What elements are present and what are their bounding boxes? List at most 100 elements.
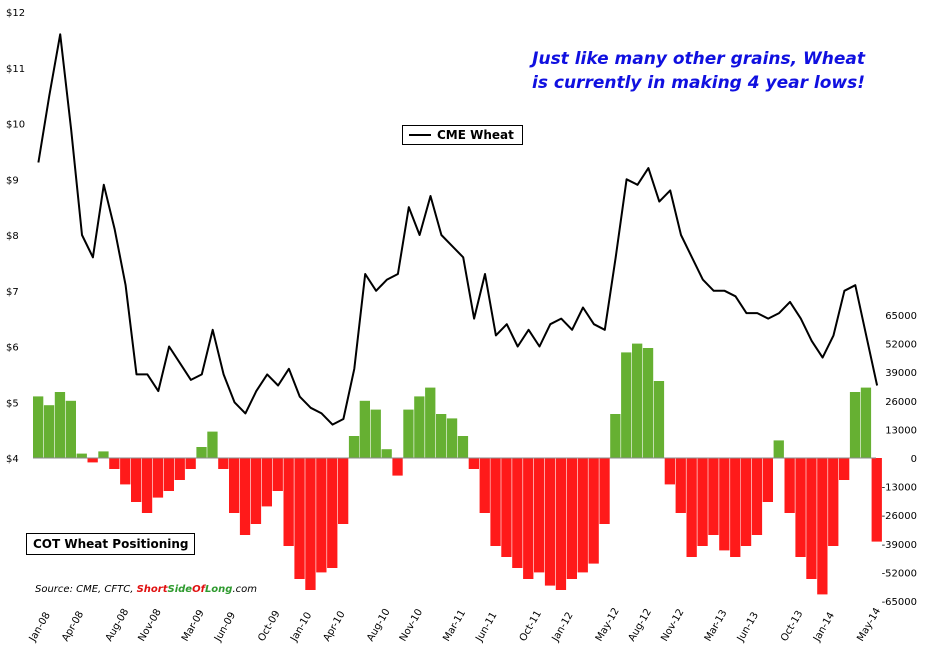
left-tick-label: $4 <box>6 454 19 465</box>
cot-bar <box>414 396 425 458</box>
annotation-line-2: is currently in making 4 year lows! <box>532 73 865 93</box>
cot-bar <box>555 458 567 590</box>
cot-bar <box>370 409 381 458</box>
right-tick-label: 26000 <box>885 397 917 408</box>
right-tick-label: -52000 <box>882 568 917 579</box>
price-legend: CME Wheat <box>402 125 523 145</box>
cme-wheat-price-line <box>37 33 879 426</box>
cot-bar <box>381 449 392 458</box>
cot-bar <box>599 458 610 524</box>
cot-bar <box>272 458 283 491</box>
x-tick-label: Apr-10 <box>322 609 348 643</box>
cot-bar <box>675 458 686 513</box>
left-tick-label: $5 <box>6 398 19 409</box>
right-tick-label: 39000 <box>885 368 917 379</box>
cot-bar <box>523 458 534 579</box>
x-tick-label: Jan-12 <box>550 611 576 645</box>
cot-bar <box>773 440 784 458</box>
right-tick-label: 0 <box>911 454 917 465</box>
right-tick-label: -26000 <box>882 511 917 522</box>
cot-bar <box>392 458 403 476</box>
cot-bar <box>425 387 436 458</box>
left-tick-label: $12 <box>6 8 25 19</box>
cot-bar <box>730 458 741 557</box>
cot-bar <box>490 458 501 546</box>
cot-bar <box>76 453 87 458</box>
x-tick-label: Mar-09 <box>180 608 207 643</box>
x-tick-label: Mar-13 <box>703 608 730 643</box>
cot-bar <box>403 409 414 458</box>
x-tick-label: Mar-11 <box>441 608 468 643</box>
headline-annotation: Just like many other grains, Wheat is cu… <box>520 47 865 95</box>
cot-bar <box>653 381 665 458</box>
x-axis-ticks: Jan-08 Apr-08 Aug-08 Nov-08 Mar-09 Jun-09 Oct-… <box>27 606 883 644</box>
annotation-line-1: Just like many other grains, Wheat <box>532 49 865 69</box>
cot-bar <box>708 458 719 535</box>
cot-bar <box>348 436 360 458</box>
cot-bar <box>163 458 174 491</box>
right-tick-label: 52000 <box>885 340 917 351</box>
brand-long: Long <box>204 584 233 595</box>
x-tick-label: Aug-12 <box>627 607 654 644</box>
x-tick-label: May-14 <box>855 606 883 643</box>
cot-bar <box>664 458 675 485</box>
cot-legend: COT Wheat Positioning <box>26 533 196 555</box>
cot-bar <box>871 458 882 542</box>
left-tick-label: $6 <box>6 343 19 354</box>
cot-bar <box>795 458 806 557</box>
cot-bar <box>642 348 654 458</box>
cot-bar <box>261 458 272 507</box>
source-note: Source: CME, CFTC, ShortSideOfLong.com <box>35 584 257 595</box>
cot-bar <box>686 458 697 557</box>
x-tick-label: Jan-08 <box>27 611 53 645</box>
left-tick-label: $10 <box>6 120 25 131</box>
cot-bar <box>131 458 142 502</box>
cot-bar <box>719 458 730 551</box>
cot-bar <box>54 392 66 458</box>
cot-bar <box>817 458 828 595</box>
cot-bar <box>501 458 512 557</box>
cot-bar <box>621 352 632 458</box>
cot-bar <box>174 458 185 480</box>
cot-bar <box>446 418 458 458</box>
cot-bar <box>544 458 556 586</box>
cot-bar <box>828 458 839 546</box>
cot-bar <box>316 458 327 573</box>
right-tick-label: 65000 <box>885 311 917 322</box>
cot-bar <box>43 405 55 458</box>
cot-bar <box>479 458 490 513</box>
legend-line-swatch <box>409 134 431 136</box>
right-tick-label: 13000 <box>885 425 917 436</box>
x-tick-label: Jun-11 <box>474 610 500 644</box>
cot-legend-label: COT Wheat Positioning <box>33 537 189 551</box>
right-tick-label: -13000 <box>882 483 917 494</box>
cot-bar <box>784 458 795 513</box>
cot-bar <box>338 458 349 524</box>
source-prefix: Source: CME, CFTC, <box>35 584 137 595</box>
x-tick-label: Nov-10 <box>398 607 425 643</box>
cot-bar <box>33 396 44 458</box>
cot-bar <box>512 458 523 568</box>
x-tick-label: Jun-13 <box>735 610 761 644</box>
cot-bar <box>120 458 131 485</box>
left-axis-ticks: $4 $5 $6 $7 $8 $9 $10 $11 $12 <box>6 8 25 465</box>
cot-bar <box>806 458 817 579</box>
cot-bar <box>207 431 218 458</box>
brand-suffix: .com <box>232 584 258 595</box>
cot-bar <box>740 458 752 546</box>
brand-short: Short <box>136 584 168 595</box>
cot-bar <box>218 458 229 469</box>
cot-bar <box>697 458 708 546</box>
cot-bar <box>327 458 338 568</box>
left-tick-label: $9 <box>6 175 19 186</box>
right-axis-ticks: 65000 52000 39000 26000 13000 0 -13000 -26000 -3… <box>882 311 917 608</box>
cot-bar <box>839 458 850 480</box>
x-tick-label: Aug-10 <box>365 607 392 644</box>
x-tick-label: Jan-14 <box>811 611 837 645</box>
cot-bar <box>762 458 773 502</box>
cot-bar <box>196 447 207 458</box>
cot-bar <box>457 436 469 458</box>
cot-bar <box>305 458 316 590</box>
x-tick-label: Apr-08 <box>60 609 86 643</box>
